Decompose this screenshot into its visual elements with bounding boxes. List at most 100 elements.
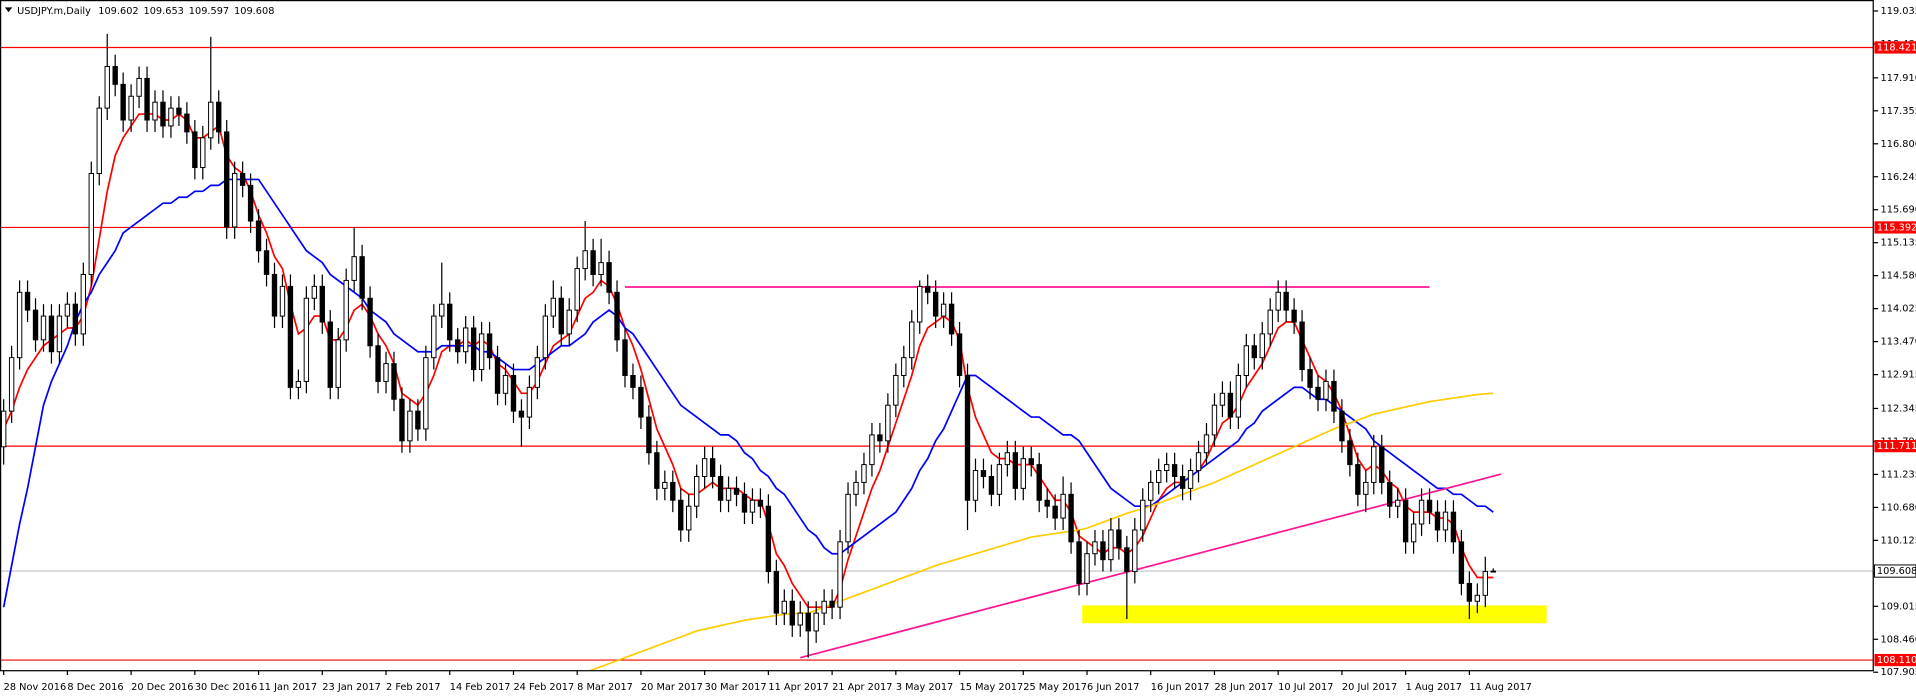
candle-body [781, 600, 787, 614]
candle-body [901, 357, 907, 376]
candle-body [1410, 523, 1417, 543]
candle-body [1092, 541, 1098, 555]
level-label: 118.421 [1877, 42, 1916, 53]
candle-body [494, 357, 501, 394]
y-tick-label: 116.245 [1881, 172, 1916, 183]
x-tick-label: 28 Jun 2017 [1214, 682, 1273, 693]
candle-body [470, 327, 477, 371]
x-tick-label: 11 Jan 2017 [259, 682, 318, 693]
candle-body [120, 83, 126, 121]
candle-body [391, 363, 397, 400]
y-tick-label: 117.355 [1881, 106, 1916, 117]
y-tick-label: 113.470 [1881, 337, 1916, 348]
candle-body [88, 172, 94, 275]
candle-body [80, 273, 87, 335]
candle-body [383, 363, 389, 382]
candle-body [1259, 333, 1265, 359]
candle-body [1227, 392, 1234, 418]
candle-body [518, 410, 525, 418]
level-label-box [1874, 440, 1916, 453]
candle-body [701, 458, 708, 477]
y-tick-label: 114.580 [1881, 271, 1916, 282]
y-tick-label: 109.015 [1881, 601, 1916, 612]
candle-body [1442, 511, 1449, 531]
y-tick-label: 115.690 [1881, 205, 1916, 216]
candle-body [192, 131, 198, 169]
candle-body [40, 315, 47, 341]
candle-body [56, 315, 63, 353]
candle-body [1116, 529, 1122, 549]
x-tick-label: 24 Feb 2017 [513, 682, 574, 693]
candle-body [821, 600, 827, 614]
candle-body [741, 493, 748, 513]
candle-body [407, 410, 413, 442]
x-tick-label: 8 Dec 2016 [67, 682, 123, 693]
candle-body [1474, 594, 1481, 602]
candle-body [136, 77, 142, 97]
candle-body [1132, 529, 1138, 573]
candle-body [885, 404, 891, 442]
candle-body [8, 357, 15, 412]
header-low: 109.597 [189, 6, 229, 17]
candle-body [1275, 291, 1281, 311]
candle-body [1219, 392, 1226, 406]
candle-body [932, 291, 939, 317]
x-tick-label: 10 Jul 2017 [1278, 682, 1333, 693]
candle-body [1458, 541, 1465, 584]
candle-body [1283, 291, 1289, 311]
x-tick-label: 25 May 2017 [1023, 682, 1087, 693]
candle-body [837, 541, 843, 608]
x-tick-label: 21 Apr 2017 [832, 682, 892, 693]
candle-body [200, 137, 206, 169]
candle-body [1036, 464, 1042, 501]
candle-body [988, 475, 995, 495]
candle-body [1426, 499, 1433, 513]
y-tick-label: 110.680 [1881, 502, 1916, 513]
candle-body [1100, 541, 1106, 561]
candle-body [1068, 493, 1074, 543]
x-tick-label: 1 Aug 2017 [1406, 682, 1462, 693]
candle-body [208, 101, 214, 139]
candle-body [327, 321, 333, 388]
candle-body [1402, 499, 1409, 543]
candle-body [590, 250, 596, 275]
y-tick-label: 108.460 [1881, 634, 1916, 645]
candle-body [1004, 452, 1011, 466]
candle-body [1235, 374, 1242, 418]
y-tick-label: 115.135 [1881, 238, 1916, 249]
x-tick-label: 23 Jan 2017 [322, 682, 381, 693]
candle-body [893, 374, 899, 406]
candle-body [1450, 511, 1457, 543]
candle-body [1267, 309, 1273, 335]
plot-area [0, 33, 1874, 671]
candle-body [439, 303, 445, 317]
candle-body [367, 297, 373, 347]
header-high: 109.653 [144, 6, 184, 17]
candle-body [1156, 470, 1162, 483]
chart-header: USDJPY.m,Daily 109.602 109.653 109.597 109.6… [17, 6, 274, 17]
candle-body [606, 262, 612, 293]
candle-body [1195, 452, 1202, 472]
candle-body [1148, 481, 1154, 501]
trend-line [800, 473, 1502, 659]
candle-body [1331, 380, 1337, 412]
x-tick-label: 3 May 2017 [896, 682, 953, 693]
candle-body [582, 250, 588, 270]
candle-body [335, 339, 341, 388]
candle-body [32, 309, 39, 341]
candle-body [574, 268, 580, 311]
candle-body [1387, 481, 1393, 507]
candle-body [1012, 452, 1019, 489]
candle-body [773, 571, 780, 614]
x-tick-label: 30 Mar 2017 [705, 682, 767, 693]
candle-body [1203, 434, 1210, 454]
candle-body [311, 285, 318, 299]
y-tick-label: 112.915 [1881, 370, 1916, 381]
candle-body [558, 297, 564, 335]
axes: 119.035118.480117.910117.355116.800116.2… [3, 6, 1916, 693]
candle-body [1163, 464, 1170, 472]
candle-body [853, 481, 859, 495]
menu-triangle[interactable] [4, 7, 13, 13]
candle-body [160, 101, 166, 127]
